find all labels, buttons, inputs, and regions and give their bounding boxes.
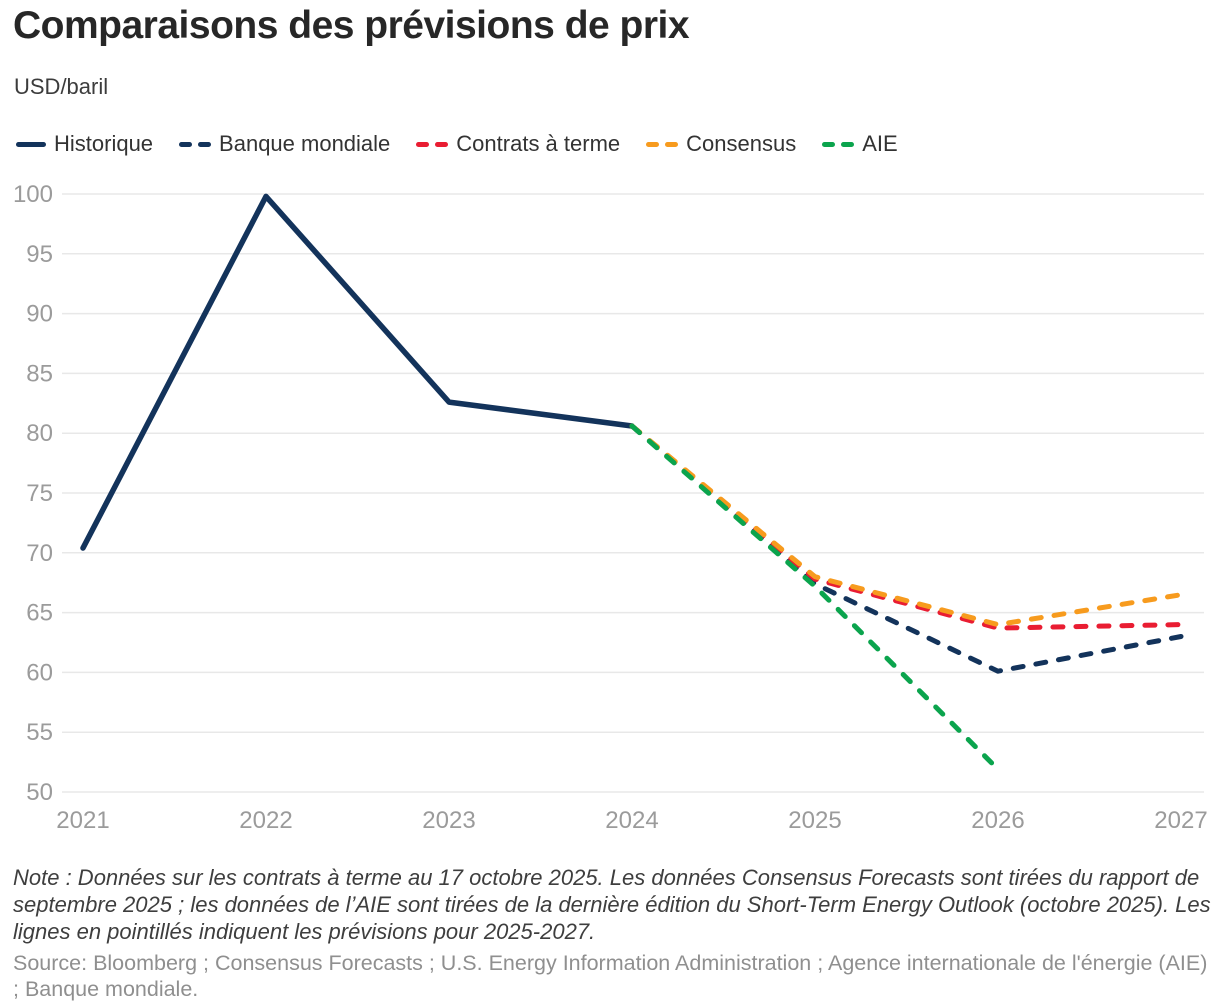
unit-label: USD/baril <box>14 74 109 99</box>
dashed-line-swatch-icon <box>822 141 855 147</box>
series-line-contrats-terme <box>629 423 1184 631</box>
legend-label: Consensus <box>686 131 797 156</box>
dashed-line-swatch-icon <box>416 141 449 147</box>
y-tick-label: 100 <box>13 181 53 208</box>
legend-item-aie: AIE <box>822 131 898 157</box>
dashed-line-swatch-icon <box>179 141 212 147</box>
x-tick-label: 2026 <box>971 807 1024 834</box>
legend-label: Contrats à terme <box>456 131 621 156</box>
legend-label: AIE <box>862 131 898 156</box>
y-tick-label: 55 <box>26 719 53 746</box>
y-tick-label: 50 <box>26 779 53 806</box>
source-text: Source: Bloomberg ; Consensus Forecasts … <box>13 951 1208 1001</box>
legend: Historique Banque mondiale Contrats à te… <box>16 131 898 157</box>
series-line-consensus <box>629 423 1184 628</box>
x-tick-label: 2024 <box>605 807 658 834</box>
y-tick-label: 90 <box>26 301 53 328</box>
chart-title: Comparaisons des prévisions de prix <box>13 4 690 47</box>
y-tick-label: 70 <box>26 540 53 567</box>
y-tick-label: 95 <box>26 241 53 268</box>
y-tick-label: 80 <box>26 420 53 447</box>
y-tick-label: 60 <box>26 659 53 686</box>
series-line-banque-mondiale <box>629 423 1184 674</box>
legend-item-banque-mondiale: Banque mondiale <box>179 131 390 157</box>
x-tick-label: 2025 <box>788 807 841 834</box>
legend-item-consensus: Consensus <box>646 131 796 157</box>
note-text: Note : Données sur les contrats à terme … <box>13 865 1211 944</box>
x-tick-label: 2021 <box>56 807 109 834</box>
legend-label: Historique <box>54 131 154 156</box>
series-line-historique <box>80 193 635 551</box>
legend-item-historique: Historique <box>16 131 153 157</box>
legend-item-contrats-a-terme: Contrats à terme <box>416 131 620 157</box>
series-line-aie <box>629 423 1001 772</box>
x-tick-label: 2022 <box>239 807 292 834</box>
x-tick-label: 2027 <box>1154 807 1207 834</box>
y-tick-label: 65 <box>26 600 53 627</box>
x-tick-label: 2023 <box>422 807 475 834</box>
dashed-line-swatch-icon <box>646 141 679 147</box>
legend-label: Banque mondiale <box>219 131 391 156</box>
solid-line-swatch-icon <box>16 141 46 147</box>
y-tick-label: 85 <box>26 360 53 387</box>
y-tick-label: 75 <box>26 480 53 507</box>
chart-svg: 50 55 60 65 70 75 80 85 90 95 100 2021 2022 2023 2024 2… <box>13 181 1208 834</box>
